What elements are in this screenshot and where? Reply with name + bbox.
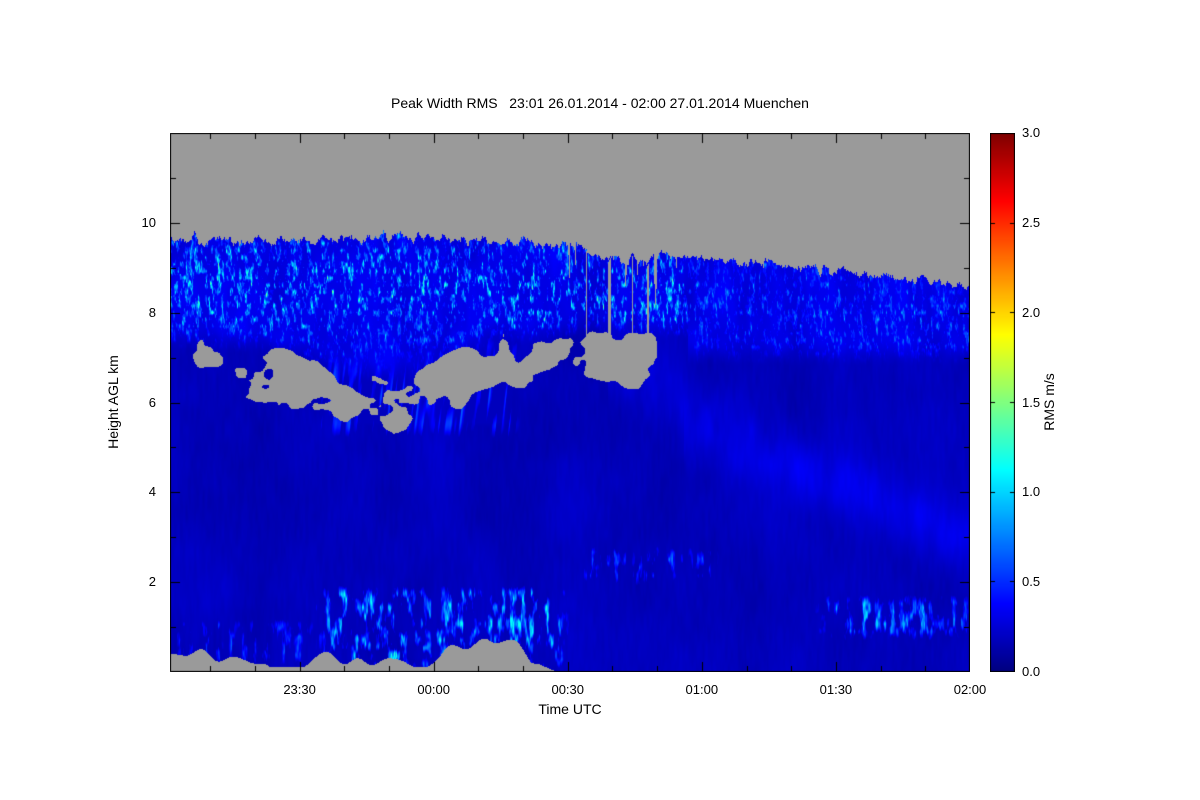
x-tick-label: 00:30: [551, 682, 585, 697]
y-tick-label: 6: [148, 394, 156, 410]
colorbar-tick-label: 1.0: [1022, 484, 1041, 500]
colorbar-tick-label: 2.5: [1022, 214, 1041, 230]
x-tick-label: 01:30: [819, 682, 853, 697]
colorbar-tick-label: 0.5: [1022, 574, 1041, 590]
x-tick-label: 23:30: [283, 682, 316, 697]
colorbar-tick-label: 2.0: [1022, 304, 1041, 320]
x-axis-title: Time UTC: [538, 701, 602, 717]
x-tick-label: 02:00: [953, 682, 987, 697]
y-tick-label: 4: [148, 484, 156, 500]
y-tick-label: 2: [148, 574, 156, 590]
x-tick-label: 01:00: [685, 682, 719, 697]
y-tick-label: 10: [141, 214, 156, 230]
heatmap-plot: [170, 133, 970, 672]
colorbar-tick-label: 3.0: [1022, 125, 1041, 140]
colorbar: [990, 133, 1015, 672]
colorbar-tick-label: 1.5: [1022, 394, 1041, 410]
chart-title: Peak Width RMS 23:01 26.01.2014 - 02:00 …: [391, 95, 809, 111]
x-tick-label: 00:00: [417, 682, 450, 697]
y-tick-label: 8: [148, 304, 156, 320]
colorbar-tick-label: 0.0: [1022, 664, 1041, 679]
